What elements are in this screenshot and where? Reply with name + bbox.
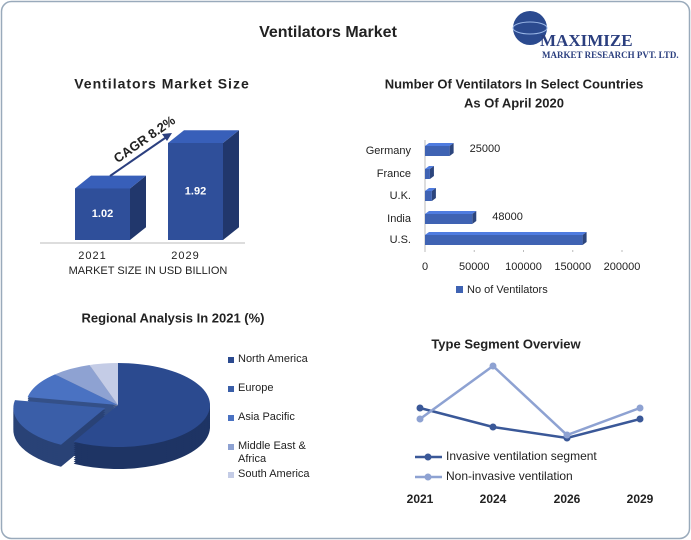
value-label: 1.92: [185, 185, 206, 197]
bar-side: [431, 188, 436, 201]
legend-label: Asia Pacific: [238, 411, 295, 423]
x-tick-label: 100000: [505, 261, 542, 273]
line: [419, 364, 641, 437]
y-tick-label: U.K.: [390, 190, 411, 202]
logo-orbit: [512, 21, 548, 35]
x-tick-label: 150000: [554, 261, 591, 273]
x-tick-label: 50000: [459, 261, 490, 273]
chart-title: Number Of Ventilators In Select Countrie…: [385, 76, 644, 91]
legend-swatch: [456, 286, 463, 293]
slice: [55, 365, 118, 405]
x-tick-label: 2024: [480, 492, 507, 506]
cagr-arrowhead: [162, 133, 172, 141]
bar: [425, 191, 432, 201]
x-tick-label: 200000: [604, 261, 641, 273]
point: [416, 415, 424, 423]
bar-top: [75, 175, 146, 189]
point: [489, 362, 497, 370]
legend-swatch: [228, 472, 234, 478]
bar-top: [425, 166, 434, 169]
value-label: 25000: [470, 143, 501, 155]
chart-title: Ventilators Market Size: [74, 76, 250, 92]
bar-top: [425, 188, 436, 191]
legend-swatch: [228, 386, 234, 392]
bar-side: [130, 175, 146, 240]
chart-title: Type Segment Overview: [431, 336, 581, 351]
legend-marker: [424, 453, 432, 461]
logo-globe: [513, 11, 547, 45]
legend-swatch: [228, 444, 234, 450]
y-tick-label: India: [387, 213, 412, 225]
y-tick-label: Germany: [366, 145, 412, 157]
bar-side: [223, 130, 239, 240]
legend-label: Europe: [238, 382, 274, 394]
bar-top: [168, 130, 239, 143]
value-label: 48000: [492, 211, 523, 223]
legend-label: South America: [238, 468, 310, 480]
y-tick-label: U.S.: [390, 234, 411, 246]
y-tick-label: France: [377, 168, 411, 180]
x-tick-label: 2029: [627, 492, 654, 506]
bar-side: [582, 232, 587, 245]
bar-side: [429, 166, 434, 179]
bar-top: [425, 232, 587, 235]
slice: [73, 363, 211, 447]
bar-top: [425, 143, 454, 146]
x-tick-label: 2021: [407, 492, 434, 506]
bar-side: [449, 143, 454, 156]
point: [416, 404, 424, 412]
point: [563, 431, 571, 439]
logo-name: MAXIMIZE: [540, 31, 633, 50]
legend-swatch: [228, 415, 234, 421]
point: [636, 415, 644, 423]
chart-title: As Of April 2020: [464, 95, 564, 110]
x-tick-label: 2026: [554, 492, 581, 506]
bar-side: [472, 211, 477, 224]
slice: [13, 400, 106, 445]
x-tick-label: 2029: [171, 250, 199, 262]
bar: [425, 214, 473, 224]
x-tick-label: 0: [422, 261, 428, 273]
point: [489, 423, 497, 431]
legend-label: No of Ventilators: [467, 284, 548, 296]
bar: [425, 169, 430, 179]
bar: [75, 188, 130, 240]
slice: [27, 374, 118, 405]
legend-swatch: [228, 357, 234, 363]
legend-label: Non-invasive ventilation: [446, 469, 573, 483]
chart-title: Regional Analysis In 2021 (%): [81, 310, 264, 325]
value-label: 1.02: [92, 208, 113, 220]
point: [636, 404, 644, 412]
legend-label: Middle East & Africa: [238, 440, 306, 465]
legend-label: Invasive ventilation segment: [446, 449, 597, 463]
logo-tagline: MARKET RESEARCH PVT. LTD.: [542, 50, 679, 60]
line: [419, 406, 641, 440]
bar: [425, 146, 450, 156]
bar: [425, 235, 583, 245]
x-tick-label: 2021: [78, 250, 106, 262]
legend-label: North America: [238, 353, 308, 365]
bar: [168, 143, 223, 240]
page-title: Ventilators Market: [259, 24, 398, 41]
legend-marker: [424, 473, 432, 481]
cagr-arrow: [109, 135, 169, 177]
x-axis-label: MARKET SIZE IN USD BILLION: [69, 265, 228, 277]
bar-top: [425, 211, 477, 214]
slice: [89, 363, 118, 405]
